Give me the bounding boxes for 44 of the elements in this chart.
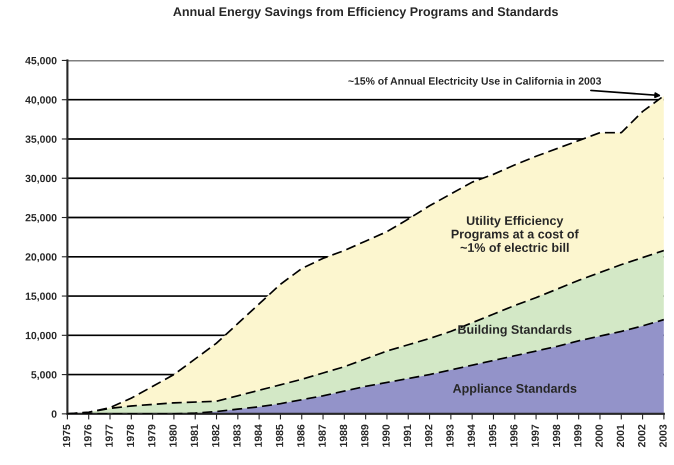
x-tick-label: 2002 <box>638 424 646 448</box>
x-tick-label: 1995 <box>488 424 496 447</box>
y-tick-label: 35,000 <box>25 135 57 144</box>
y-tick-label: 0 <box>52 410 57 418</box>
x-tick-label: 1990 <box>382 424 390 447</box>
x-tick-label: 1980 <box>169 424 177 447</box>
x-tick-label: 1986 <box>297 424 305 447</box>
x-tick-label: 2001 <box>616 424 624 448</box>
y-tick-label: 5,000 <box>31 371 57 380</box>
x-tick-label: 1998 <box>552 424 560 447</box>
annotation: ~15% of Annual Electricity Use in California in 2003 <box>348 77 602 87</box>
x-tick-label: 1977 <box>105 424 113 447</box>
x-tick-label: 1997 <box>531 424 539 447</box>
x-tick-label: 1979 <box>148 424 156 447</box>
y-tick-label: 25,000 <box>25 214 57 223</box>
y-tick-label: 10,000 <box>26 332 57 341</box>
x-tick-label: 1983 <box>233 424 241 447</box>
x-tick-label: 1981 <box>190 424 198 447</box>
x-tick-label: 1987 <box>318 424 326 447</box>
x-tick-label: 1988 <box>340 424 348 447</box>
y-tick-label: 40,000 <box>25 96 57 106</box>
x-tick-label: 1991 <box>404 424 412 447</box>
x-tick-label: 1993 <box>446 424 454 447</box>
x-tick-label: 1976 <box>84 424 92 447</box>
series-label: Building Standards <box>458 324 572 336</box>
x-tick-label: 1985 <box>276 424 284 447</box>
y-tick-label: 20,000 <box>25 253 57 262</box>
y-tick-label: 15,000 <box>26 292 57 302</box>
x-tick-label: 1978 <box>126 424 134 447</box>
x-tick-label: 2003 <box>659 424 667 448</box>
x-tick-label: 1999 <box>574 424 582 447</box>
x-tick-label: 1975 <box>62 424 70 447</box>
x-tick-label: 2000 <box>595 424 603 448</box>
series-label: Utility Efficiency Programs at a cost of ~1% of electric bill <box>452 216 579 252</box>
x-tick-label: 1992 <box>424 424 432 447</box>
y-tick-label: 45,000 <box>25 56 57 66</box>
x-tick-label: 1982 <box>212 424 220 447</box>
x-tick-label: 1989 <box>361 424 368 447</box>
y-tick-label: 30,000 <box>25 174 57 184</box>
x-tick-label: 1994 <box>468 424 475 447</box>
x-tick-label: 1996 <box>510 424 518 447</box>
series-label: Appliance Standards <box>452 384 576 396</box>
x-tick-label: 1984 <box>254 424 262 447</box>
chart-title: Annual Energy Savings from Efficiency Programs and Standards <box>173 6 558 19</box>
